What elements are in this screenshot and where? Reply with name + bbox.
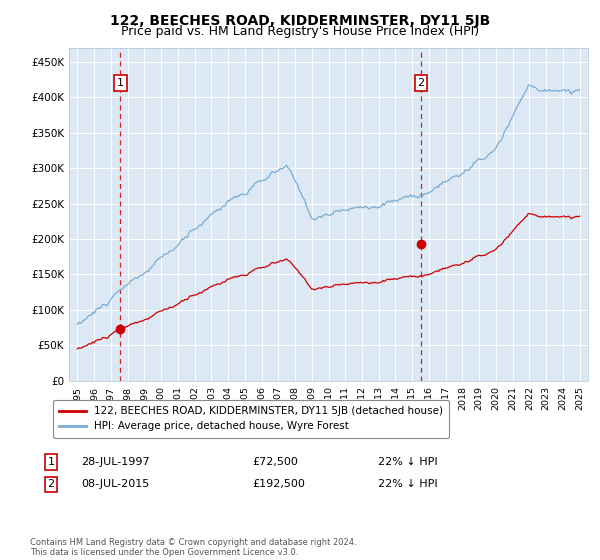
- Text: 22% ↓ HPI: 22% ↓ HPI: [378, 479, 437, 489]
- Text: 08-JUL-2015: 08-JUL-2015: [81, 479, 149, 489]
- Text: Contains HM Land Registry data © Crown copyright and database right 2024.
This d: Contains HM Land Registry data © Crown c…: [30, 538, 356, 557]
- Text: 22% ↓ HPI: 22% ↓ HPI: [378, 457, 437, 467]
- Text: 1: 1: [117, 78, 124, 88]
- Text: 2: 2: [47, 479, 55, 489]
- Legend: 122, BEECHES ROAD, KIDDERMINSTER, DY11 5JB (detached house), HPI: Average price,: 122, BEECHES ROAD, KIDDERMINSTER, DY11 5…: [53, 400, 449, 438]
- Text: £192,500: £192,500: [252, 479, 305, 489]
- Text: 1: 1: [47, 457, 55, 467]
- Text: 28-JUL-1997: 28-JUL-1997: [81, 457, 149, 467]
- Text: 2: 2: [418, 78, 424, 88]
- Text: 122, BEECHES ROAD, KIDDERMINSTER, DY11 5JB: 122, BEECHES ROAD, KIDDERMINSTER, DY11 5…: [110, 14, 490, 28]
- Text: Price paid vs. HM Land Registry's House Price Index (HPI): Price paid vs. HM Land Registry's House …: [121, 25, 479, 38]
- Text: £72,500: £72,500: [252, 457, 298, 467]
